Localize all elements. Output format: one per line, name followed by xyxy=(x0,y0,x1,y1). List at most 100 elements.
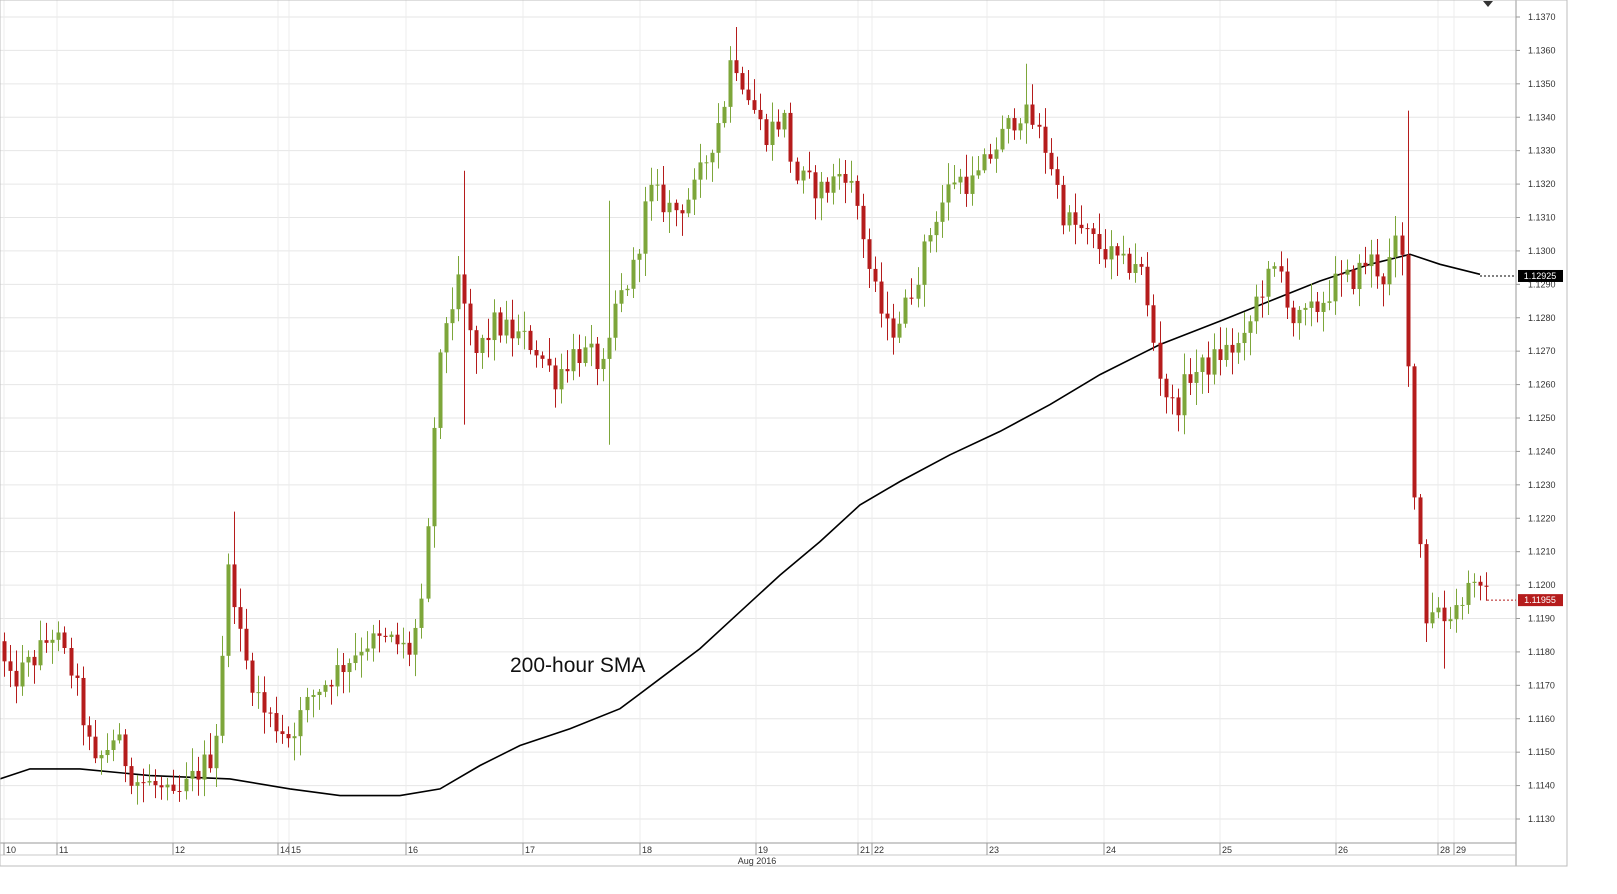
candle-body xyxy=(1357,262,1362,290)
y-tick-label: 1.1130 xyxy=(1528,814,1555,824)
candle-body xyxy=(1327,301,1332,303)
candle-body xyxy=(710,152,715,163)
x-tick-label: 19 xyxy=(758,845,768,855)
candle-body xyxy=(813,172,818,199)
y-tick-label: 1.1250 xyxy=(1528,413,1556,423)
candle-body xyxy=(1430,612,1435,624)
last-price-tag xyxy=(1518,594,1563,607)
y-tick-label: 1.1350 xyxy=(1528,79,1556,89)
candle-body xyxy=(516,331,521,339)
candle-body xyxy=(353,655,358,664)
candle-body xyxy=(159,785,164,788)
x-tick-label: 11 xyxy=(59,845,68,855)
candle-body xyxy=(776,121,781,130)
candle-body xyxy=(667,202,672,213)
candle-body xyxy=(1043,126,1048,153)
candle-body xyxy=(849,180,854,183)
candle-body xyxy=(1037,124,1042,127)
candle-body xyxy=(359,651,364,656)
y-tick-label: 1.1310 xyxy=(1528,213,1556,223)
candle-body xyxy=(1103,249,1108,260)
candle-body xyxy=(547,358,552,366)
candle-body xyxy=(1321,302,1326,312)
sma-price-tag-text: 1.12925 xyxy=(1524,271,1557,281)
candle-body xyxy=(540,355,545,359)
candle-layer xyxy=(2,27,1489,805)
candle-body xyxy=(184,778,189,792)
candle-body xyxy=(1315,301,1320,312)
candle-body xyxy=(1424,544,1429,624)
candle-body xyxy=(661,184,666,213)
candle-body xyxy=(20,662,25,687)
candle-body xyxy=(1242,332,1247,344)
candle-body xyxy=(202,754,207,780)
candle-body xyxy=(450,309,455,324)
x-tick-label: 26 xyxy=(1338,845,1348,855)
x-month-label: Aug 2016 xyxy=(738,856,777,866)
candle-body xyxy=(801,170,806,181)
x-tick-label: 25 xyxy=(1222,845,1232,855)
candle-body xyxy=(988,154,993,159)
candle-body xyxy=(1121,253,1126,256)
candle-body xyxy=(305,696,310,711)
candle-body xyxy=(1079,224,1084,229)
price-tags: 1.12925 1.11955 xyxy=(1480,269,1563,607)
candle-body xyxy=(613,303,618,338)
candle-body xyxy=(577,349,582,364)
candle-body xyxy=(1333,273,1338,302)
candle-body xyxy=(903,297,908,324)
y-tick-label: 1.1270 xyxy=(1528,346,1556,356)
candle-body xyxy=(1067,212,1072,226)
y-tick-label: 1.1360 xyxy=(1528,45,1556,55)
candle-body xyxy=(93,736,98,759)
sma-annotation: 200-hour SMA xyxy=(510,654,645,677)
x-tick-label: 18 xyxy=(642,845,652,855)
candle-body xyxy=(1127,253,1132,273)
x-tick-label: 14 xyxy=(280,845,290,855)
x-tick-label: 17 xyxy=(525,845,535,855)
candle-body xyxy=(335,665,340,687)
candle-body xyxy=(292,736,297,739)
candle-body xyxy=(274,713,279,732)
y-tick-label: 1.1140 xyxy=(1528,781,1555,791)
y-tick-label: 1.1220 xyxy=(1528,513,1556,523)
candle-body xyxy=(401,642,406,645)
candle-body xyxy=(226,564,231,656)
candle-body xyxy=(879,281,884,314)
candle-body xyxy=(1454,605,1459,620)
candle-body xyxy=(1091,228,1096,235)
candle-body xyxy=(1279,266,1284,272)
candle-body xyxy=(208,754,213,769)
candle-body xyxy=(643,201,648,254)
y-tick-label: 1.1210 xyxy=(1528,547,1556,557)
candle-body xyxy=(153,780,158,786)
candle-body xyxy=(1248,321,1253,333)
candle-body xyxy=(1375,254,1380,277)
candle-body xyxy=(631,259,636,289)
candle-body xyxy=(323,684,328,692)
candle-body xyxy=(504,319,509,336)
candle-body xyxy=(1012,118,1017,131)
candle-body xyxy=(44,640,49,643)
candle-body xyxy=(1442,607,1447,622)
candle-body xyxy=(722,106,727,124)
candle-body xyxy=(426,526,431,599)
candle-body xyxy=(1006,118,1011,129)
candle-body xyxy=(81,677,86,726)
candle-body xyxy=(317,691,322,696)
candle-body xyxy=(867,239,872,269)
menu-chevron-down-icon[interactable] xyxy=(1483,1,1493,7)
candle-body xyxy=(1212,349,1217,375)
candle-body xyxy=(1345,269,1350,275)
candle-body xyxy=(1176,397,1181,416)
candle-body xyxy=(1109,246,1114,260)
candle-body xyxy=(438,352,443,428)
candle-body xyxy=(32,656,37,666)
plot-frame xyxy=(0,0,1568,867)
candle-body xyxy=(843,173,848,183)
candle-body xyxy=(655,184,660,186)
candle-body xyxy=(1024,104,1029,124)
candle-body xyxy=(347,663,352,673)
candle-body xyxy=(395,634,400,645)
candle-body xyxy=(62,632,67,648)
